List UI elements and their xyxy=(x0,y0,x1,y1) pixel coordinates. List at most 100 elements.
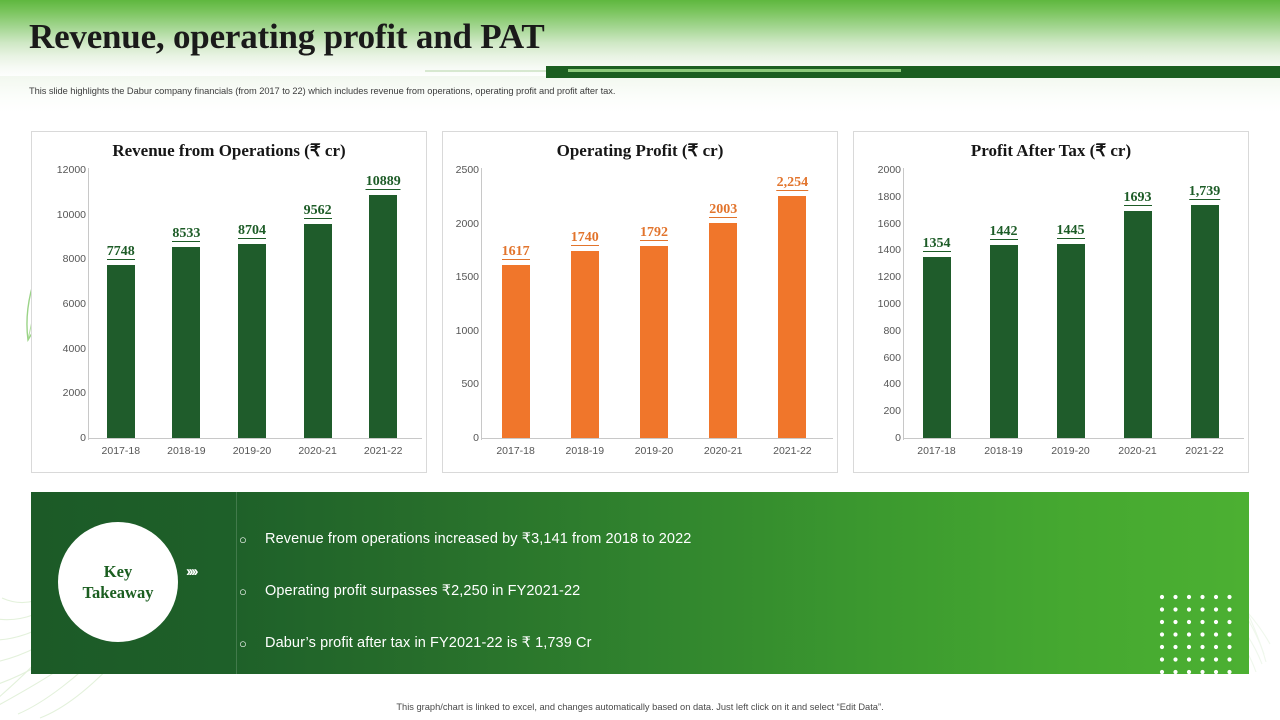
bullet-marker-icon: ○ xyxy=(239,635,247,651)
footer-note: This graph/chart is linked to excel, and… xyxy=(396,702,884,712)
y-axis-tick-label: 500 xyxy=(461,378,479,391)
bar[interactable] xyxy=(237,243,266,438)
x-axis-tick-label: 2018-19 xyxy=(984,445,1023,457)
y-axis-tick-label: 1800 xyxy=(877,190,901,203)
x-axis-tick-label: 2019-20 xyxy=(232,445,272,457)
takeaway-bullet-item: ○ Operating profit surpasses ₹2,250 in FY… xyxy=(239,583,580,599)
bar-group: 1354 2017-18 xyxy=(903,170,970,474)
chart-title-profit-after-tax: Profit After Tax (₹ cr) xyxy=(970,141,1132,160)
bar[interactable] xyxy=(1056,244,1085,438)
bar[interactable] xyxy=(369,194,398,438)
page-title: Revenue, operating profit and PAT xyxy=(29,17,545,56)
y-axis-tick-label: 6000 xyxy=(62,298,86,310)
bar-value-label: 2003 xyxy=(709,202,738,219)
x-axis-tick-label: 2021-22 xyxy=(363,445,403,457)
takeaway-bullet-text: Revenue from operations increased by ₹3,… xyxy=(265,531,692,547)
y-axis-tick-label: 2000 xyxy=(62,387,86,400)
banner-divider xyxy=(236,492,237,674)
y-axis-tick-label: 2000 xyxy=(455,217,479,230)
plot-area-operating-profit: 0 500 1000 1500 2000 2500 1617 2017-18 1740 2018-… xyxy=(443,164,837,474)
takeaway-bullet-text: Dabur’s profit after tax in FY2021-22 is… xyxy=(265,635,592,651)
header-gradient-band xyxy=(0,0,1280,78)
bar-value-label: 1792 xyxy=(639,224,668,241)
bar-value-label: 8533 xyxy=(172,226,201,243)
bar-value-label: 10889 xyxy=(365,173,401,190)
header-accent-bar-highlight xyxy=(568,69,901,72)
bar-value-label: 1442 xyxy=(989,223,1018,240)
chart-title-operating-profit: Operating Profit (₹ cr) xyxy=(556,141,724,160)
bar[interactable] xyxy=(1123,211,1152,438)
bar[interactable] xyxy=(709,223,738,438)
bar-group: 2003 2020-21 xyxy=(689,170,758,474)
bar[interactable] xyxy=(1190,204,1219,438)
y-axis-tick-label: 1200 xyxy=(877,271,901,284)
bar-group: 7748 2017-18 xyxy=(88,170,154,474)
bar-value-label: 9562 xyxy=(303,203,332,220)
takeaway-bullet-item: ○ Dabur’s profit after tax in FY2021-22 i… xyxy=(239,635,592,651)
bar-group: 1740 2018-19 xyxy=(550,170,619,474)
bar-group: 10889 2021-22 xyxy=(350,170,416,474)
bar-group: 8704 2019-20 xyxy=(219,170,285,474)
y-axis-tick-label: 10000 xyxy=(56,208,86,221)
bar[interactable] xyxy=(106,264,135,438)
y-axis-tick-label: 0 xyxy=(895,432,901,444)
x-axis-line xyxy=(88,438,422,439)
x-axis-tick-label: 2021-22 xyxy=(773,445,812,457)
dot-grid-decoration-icon xyxy=(1159,594,1232,674)
y-axis-tick-label: 4000 xyxy=(62,342,86,355)
bar-value-label: 2,254 xyxy=(776,175,809,192)
y-axis: 0 2000 4000 6000 8000 10000 12000 xyxy=(32,164,86,474)
bar[interactable] xyxy=(778,196,807,438)
key-takeaway-badge: Key Takeaway xyxy=(58,522,178,642)
key-takeaway-line-1: Key xyxy=(103,562,133,581)
bar-group: 1,739 2021-22 xyxy=(1171,170,1238,474)
y-axis-line xyxy=(481,168,482,440)
y-axis-tick-label: 1500 xyxy=(455,271,479,284)
bullet-marker-icon: ○ xyxy=(239,531,247,547)
bar[interactable] xyxy=(570,251,599,438)
takeaway-bullet-text: Operating profit surpasses ₹2,250 in FY2… xyxy=(265,583,581,599)
plot-area-revenue: 0 2000 4000 6000 8000 10000 12000 7748 2017-18 85… xyxy=(32,164,426,474)
bar-group: 1617 2017-18 xyxy=(481,170,550,474)
bar[interactable] xyxy=(989,244,1018,438)
x-axis-tick-label: 2017-18 xyxy=(496,445,535,457)
bar-value-label: 1617 xyxy=(501,243,530,260)
y-axis-tick-label: 600 xyxy=(883,351,901,364)
y-axis-tick-label: 1400 xyxy=(877,244,901,257)
y-axis: 0 200 400 600 800 1000 1200 1400 1600 1800 2000 xyxy=(854,164,901,474)
y-axis-tick-label: 0 xyxy=(473,432,479,444)
takeaway-bullet-item: ○ Revenue from operations increased by ₹3… xyxy=(239,531,691,547)
plot-area-profit-after-tax: 0 200 400 600 800 1000 1200 1400 1600 1800 2000 135… xyxy=(854,164,1248,474)
x-axis-tick-label: 2018-19 xyxy=(565,445,605,457)
chart-card-revenue[interactable]: Revenue from Operations (₹ cr) 0 2000 4000… xyxy=(31,131,427,473)
y-axis-tick-label: 12000 xyxy=(56,164,86,176)
bar[interactable] xyxy=(922,256,951,438)
bar-value-label: 1693 xyxy=(1123,190,1152,207)
bar-group: 8533 2018-19 xyxy=(154,170,220,474)
key-takeaway-banner: Key Takeaway ›››› ○ Revenue from operatio… xyxy=(31,492,1249,674)
y-axis-tick-label: 8000 xyxy=(62,253,86,266)
chart-card-operating-profit[interactable]: Operating Profit (₹ cr) 0 500 1000 1500 2000… xyxy=(442,131,838,473)
y-axis-tick-label: 2500 xyxy=(455,164,479,176)
chevron-right-icon: ›››› xyxy=(186,563,198,580)
x-axis-tick-label: 2019-20 xyxy=(1051,445,1090,457)
y-axis-line xyxy=(88,168,89,440)
header-fade xyxy=(0,76,1280,112)
bar-value-label: 7748 xyxy=(106,243,135,260)
chart-card-profit-after-tax[interactable]: Profit After Tax (₹ cr) 0 200 400 600 800 100… xyxy=(853,131,1249,473)
bar-group: 2,254 2021-22 xyxy=(758,170,827,474)
bar-group: 9562 2020-21 xyxy=(285,170,351,474)
bullet-marker-icon: ○ xyxy=(239,583,247,599)
bar-value-label: 8704 xyxy=(237,222,266,239)
y-axis-tick-label: 1000 xyxy=(455,324,479,337)
x-axis-tick-label: 2018-19 xyxy=(167,445,206,457)
bar-value-label: 1445 xyxy=(1056,223,1085,240)
bar-group: 1445 2019-20 xyxy=(1037,170,1104,474)
bar[interactable] xyxy=(303,224,332,438)
y-axis: 0 500 1000 1500 2000 2500 xyxy=(443,164,479,474)
bar[interactable] xyxy=(172,247,201,438)
x-axis-tick-label: 2020-21 xyxy=(703,445,743,457)
bar[interactable] xyxy=(639,245,668,438)
bar-value-label: 1354 xyxy=(922,235,951,252)
bar[interactable] xyxy=(501,264,530,438)
